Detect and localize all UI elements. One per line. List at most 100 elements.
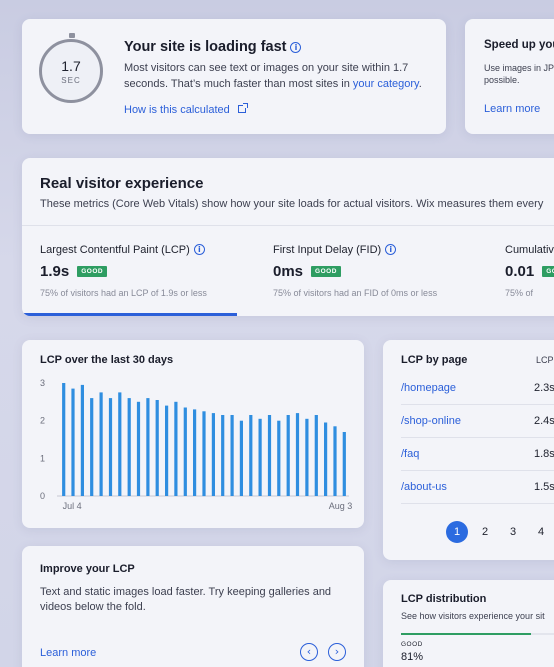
speed-desc-end: . — [418, 78, 422, 90]
speed-title: Your site is loading fast i — [124, 39, 302, 55]
chevron-left-icon[interactable]: ‹ — [300, 643, 318, 661]
page-lcp-value: 1.8s — [534, 448, 554, 460]
y-tick-label: 3 — [40, 378, 45, 388]
table-row: /about-us 1.5s — [401, 471, 554, 504]
chart-bar[interactable] — [80, 384, 84, 496]
chart-bar[interactable] — [108, 398, 113, 496]
lcp-column-header: LCP — [536, 355, 554, 365]
load-time-value: 1.7 — [61, 57, 81, 74]
divider — [22, 225, 554, 226]
chart-bar[interactable] — [146, 398, 150, 496]
chart-bar[interactable] — [165, 405, 169, 496]
info-icon[interactable]: i — [385, 244, 397, 255]
chart-bar[interactable] — [267, 415, 272, 496]
page-button-3[interactable]: 3 — [509, 526, 517, 538]
info-icon[interactable]: i — [290, 42, 302, 53]
speed-title-text: Your site is loading fast — [124, 39, 287, 55]
page-link[interactable]: /shop-online — [401, 415, 461, 427]
lcp-chart-card: LCP over the last 30 days 3 2 1 0 Jul 4 Aug 3 — [22, 340, 364, 528]
distribution-description: See how visitors experience your sit — [401, 611, 545, 621]
chart-title: LCP over the last 30 days — [40, 354, 174, 366]
chevron-right-icon[interactable]: › — [328, 643, 346, 661]
metric-tab-cls[interactable]: Cumulative 0.01 GOOD 75% of — [505, 244, 554, 298]
chart-bar[interactable] — [249, 415, 253, 496]
external-link-icon — [237, 103, 248, 113]
metric-label: First Input Delay (FID) i — [273, 244, 503, 256]
info-icon[interactable]: i — [193, 244, 205, 255]
table-row: /faq 1.8s — [401, 438, 554, 471]
metric-value: 0.01 — [505, 263, 535, 280]
chart-bar[interactable] — [324, 422, 328, 497]
x-tick-label: Aug 3 — [329, 501, 353, 511]
page-lcp-value: 1.5s — [534, 481, 554, 493]
rve-description: These metrics (Core Web Vitals) show how… — [40, 198, 544, 210]
chart-bar[interactable] — [221, 415, 225, 496]
metric-tab-fid[interactable]: First Input Delay (FID) i 0ms GOOD 75% of … — [273, 244, 503, 298]
speed-desc-text: Most visitors can see text or images on … — [124, 62, 409, 90]
speed-up-title: Speed up your — [484, 39, 554, 51]
category-link[interactable]: your category — [352, 78, 419, 90]
chart-bar[interactable] — [230, 415, 234, 496]
metric-value: 1.9s — [40, 263, 70, 280]
chart-bar[interactable] — [155, 400, 159, 496]
speed-up-card: Speed up your Use images in JP when poss… — [465, 19, 554, 134]
page-button-1[interactable]: 1 — [446, 521, 468, 543]
page-lcp-value: 2.4s — [534, 415, 554, 427]
good-badge: GOOD — [77, 266, 108, 277]
improve-title: Improve your LCP — [40, 563, 135, 575]
distribution-bar — [401, 633, 554, 635]
good-fill — [401, 633, 531, 635]
chart-bar[interactable] — [277, 420, 281, 496]
page-link[interactable]: /homepage — [401, 382, 457, 394]
good-label: GOOD — [401, 641, 423, 648]
real-visitor-experience-card: Real visitor experience These metrics (C… — [22, 158, 554, 316]
metric-label-text: First Input Delay (FID) — [273, 244, 382, 256]
chart-bar[interactable] — [127, 398, 131, 496]
chart-bar[interactable] — [71, 388, 75, 496]
page-link[interactable]: /faq — [401, 448, 420, 460]
chart-bar[interactable] — [118, 392, 122, 496]
chart-bar[interactable] — [62, 383, 66, 496]
distribution-title: LCP distribution — [401, 593, 487, 605]
load-time-unit: SEC — [61, 75, 81, 85]
chart-bar[interactable] — [239, 420, 243, 496]
active-tab-indicator — [22, 313, 237, 316]
good-badge: GOOD — [542, 266, 554, 277]
table-row: /homepage 2.3s — [401, 372, 554, 405]
chart-bar[interactable] — [183, 407, 187, 497]
chart-bar[interactable] — [99, 392, 103, 496]
improve-description: Text and static images load faster. Try … — [40, 586, 332, 613]
chart-bar[interactable] — [286, 415, 290, 496]
page-lcp-value: 2.3s — [534, 382, 554, 394]
chart-bar[interactable] — [174, 401, 178, 496]
chart-bar[interactable] — [314, 415, 318, 496]
metric-tab-lcp[interactable]: Largest Contentful Paint (LCP) i 1.9s GOOD… — [40, 244, 270, 298]
chart-bar[interactable] — [333, 426, 337, 496]
page-link[interactable]: /about-us — [401, 481, 447, 493]
page-button-2[interactable]: 2 — [481, 526, 489, 538]
metric-subtext: 75% of visitors had an LCP of 1.9s or le… — [40, 288, 207, 298]
chart-bar[interactable] — [90, 398, 94, 496]
chart-bar[interactable] — [211, 413, 215, 496]
improve-lcp-card: Improve your LCP Text and static images … — [22, 546, 364, 667]
y-tick-label: 1 — [40, 453, 45, 463]
chart-bar[interactable] — [342, 432, 346, 496]
y-tick-label: 0 — [40, 491, 45, 501]
speed-up-learn-more-link[interactable]: Learn more — [484, 103, 541, 115]
metric-label-text: Largest Contentful Paint (LCP) — [40, 244, 190, 256]
chart-bar[interactable] — [305, 418, 309, 496]
chart-bar[interactable] — [295, 413, 300, 496]
page-button-4[interactable]: 4 — [537, 526, 545, 538]
chart-bar[interactable] — [202, 411, 206, 497]
y-tick-label: 2 — [40, 416, 45, 426]
metric-value: 0ms — [273, 263, 304, 280]
metric-subtext: 75% of — [505, 288, 534, 298]
chart-bar[interactable] — [193, 409, 197, 496]
how-calculated-link[interactable]: How is this calculated — [124, 103, 248, 116]
improve-learn-more-link[interactable]: Learn more — [40, 647, 97, 659]
lcp-by-page-card: LCP by page LCP /homepage 2.3s /shop-onl… — [383, 340, 554, 560]
speed-up-description: Use images in JP when possible. — [484, 63, 554, 85]
chart-bar[interactable] — [258, 418, 262, 496]
chart-bar[interactable] — [136, 401, 141, 496]
metric-label: Largest Contentful Paint (LCP) i — [40, 244, 270, 256]
